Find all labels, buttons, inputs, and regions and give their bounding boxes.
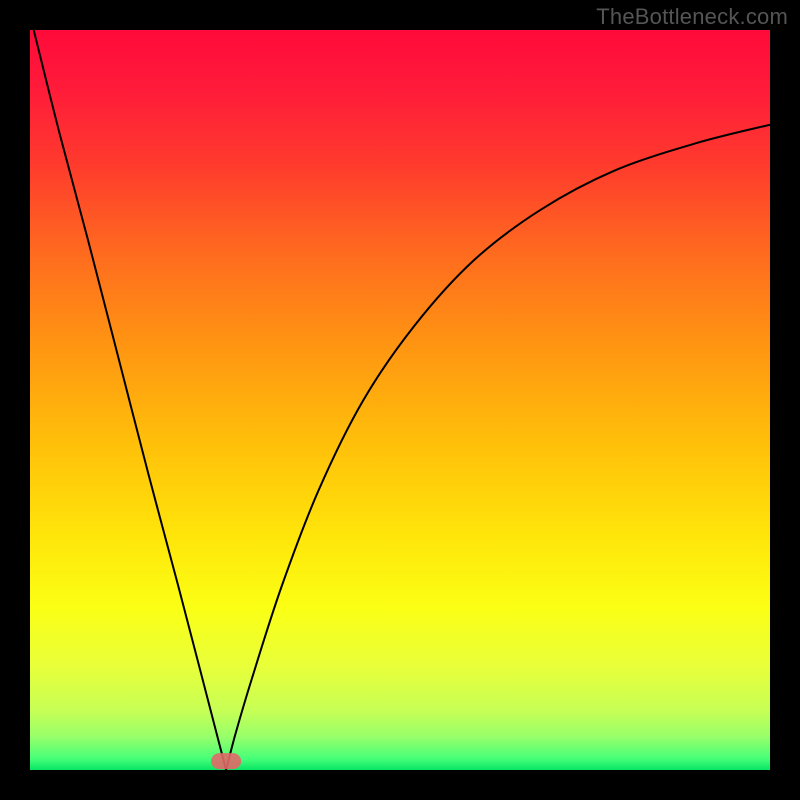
- minimum-marker: [211, 753, 241, 769]
- chart-svg: [0, 0, 800, 800]
- watermark-text: TheBottleneck.com: [596, 4, 788, 30]
- chart-container: TheBottleneck.com: [0, 0, 800, 800]
- chart-background: [30, 30, 770, 770]
